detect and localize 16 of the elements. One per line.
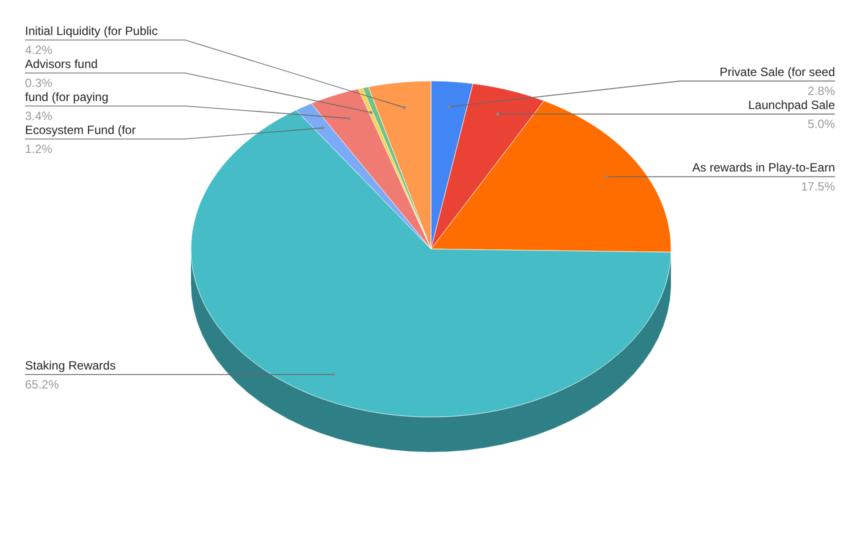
data-label: 1.2% bbox=[25, 142, 53, 156]
data-label: 2.8% bbox=[808, 84, 836, 98]
data-label: 5.0% bbox=[808, 117, 836, 132]
slice-label: Initial Liquidity (for Public bbox=[25, 24, 158, 38]
slice-label: Private Sale (for seed bbox=[720, 65, 835, 80]
slice-label: Launchpad Sale bbox=[748, 98, 836, 112]
slice-label: Advisors fund bbox=[25, 57, 98, 71]
data-label: 17.5% bbox=[800, 180, 836, 194]
slice-label: As rewards in Play-to-Earn bbox=[692, 160, 835, 175]
data-label: 0.3% bbox=[25, 76, 53, 90]
slice-label: fund (for paying bbox=[25, 90, 108, 104]
data-label: 3.4% bbox=[25, 109, 53, 123]
slice-label: Ecosystem Fund (for bbox=[25, 123, 136, 137]
data-label: 4.2% bbox=[25, 43, 53, 57]
data-label: 65.2% bbox=[25, 378, 60, 392]
slice-label: Staking Rewards bbox=[25, 358, 116, 373]
